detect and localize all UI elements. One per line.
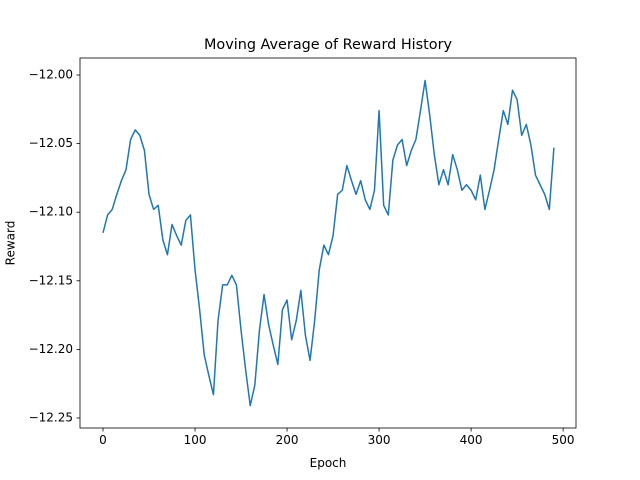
y-tick-label: −12.10 bbox=[29, 205, 73, 219]
x-tick-label: 100 bbox=[184, 433, 207, 447]
chart-title: Moving Average of Reward History bbox=[204, 37, 453, 53]
y-tick-label: −12.15 bbox=[29, 273, 73, 287]
x-tick-label: 400 bbox=[460, 433, 483, 447]
y-tick-label: −12.05 bbox=[29, 136, 73, 150]
y-tick-label: −12.20 bbox=[29, 342, 73, 356]
plot-frame bbox=[79, 57, 577, 429]
x-tick-label: 200 bbox=[276, 433, 299, 447]
x-tick-label: 300 bbox=[368, 433, 391, 447]
y-tick-label: −12.00 bbox=[29, 68, 73, 82]
x-axis-label: Epoch bbox=[310, 456, 347, 470]
x-tick-label: 0 bbox=[99, 433, 107, 447]
y-tick-label: −12.25 bbox=[29, 410, 73, 424]
y-axis-label: Reward bbox=[4, 221, 18, 266]
data-line bbox=[102, 79, 555, 407]
x-tick-label: 500 bbox=[552, 433, 575, 447]
